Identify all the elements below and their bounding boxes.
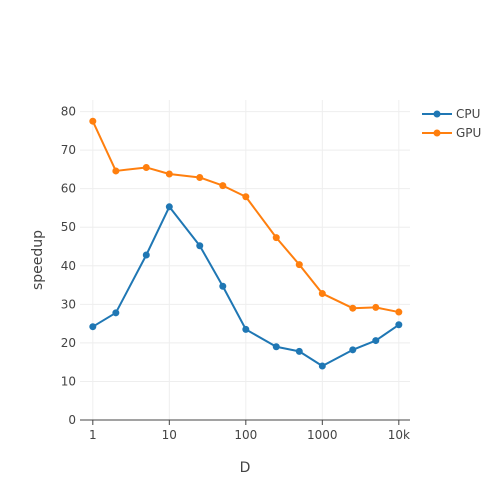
- y-tick-label: 60: [61, 182, 76, 196]
- x-tick-label: 10k: [388, 428, 410, 442]
- grid: [80, 100, 410, 420]
- y-tick-label: 40: [61, 259, 76, 273]
- x-axis-title: D: [240, 460, 251, 476]
- data-point-gpu: [165, 170, 173, 178]
- y-tick-label: 70: [61, 143, 76, 157]
- data-point-cpu: [112, 309, 120, 317]
- legend-marker-gpu: [433, 129, 441, 137]
- data-point-cpu: [196, 242, 204, 250]
- data-point-cpu: [165, 203, 173, 211]
- x-tick-label: 1: [89, 428, 97, 442]
- y-tick-label: 10: [61, 374, 76, 388]
- data-point-gpu: [142, 163, 150, 171]
- data-point-cpu: [318, 362, 326, 370]
- x-tick-label: 10: [162, 428, 177, 442]
- data-point-gpu: [89, 117, 97, 125]
- data-point-gpu: [272, 234, 280, 242]
- data-point-gpu: [242, 193, 250, 201]
- legend-label-gpu: GPU: [456, 126, 481, 140]
- data-point-cpu: [395, 321, 403, 329]
- legend-item-gpu[interactable]: GPU: [422, 126, 481, 140]
- data-point-cpu: [349, 346, 357, 354]
- data-point-gpu: [395, 308, 403, 316]
- data-point-cpu: [219, 282, 227, 290]
- data-point-cpu: [372, 337, 380, 345]
- data-point-gpu: [295, 261, 303, 269]
- legend-item-cpu[interactable]: CPU: [422, 107, 480, 121]
- x-tick-label: 100: [234, 428, 257, 442]
- series-gpu: [89, 117, 403, 316]
- data-point-cpu: [89, 323, 97, 331]
- data-point-cpu: [142, 251, 150, 259]
- data-point-gpu: [372, 303, 380, 311]
- y-axis-title: speedup: [30, 230, 46, 290]
- legend[interactable]: CPU GPU: [422, 107, 481, 140]
- y-tick-label: 20: [61, 336, 76, 350]
- y-tick-label: 80: [61, 105, 76, 119]
- data-point-cpu: [295, 347, 303, 355]
- data-point-gpu: [349, 304, 357, 312]
- legend-marker-cpu: [433, 110, 441, 118]
- legend-label-cpu: CPU: [456, 107, 480, 121]
- y-axis-ticks: 0 10 20 30 40 50 60 70 80: [61, 105, 76, 427]
- data-point-cpu: [272, 343, 280, 351]
- data-point-gpu: [196, 173, 204, 181]
- x-tick-label: 1000: [307, 428, 338, 442]
- data-point-gpu: [318, 290, 326, 298]
- data-point-gpu: [112, 167, 120, 175]
- y-tick-label: 30: [61, 297, 76, 311]
- series: [89, 117, 403, 370]
- data-point-cpu: [242, 325, 250, 333]
- y-tick-label: 50: [61, 220, 76, 234]
- data-point-gpu: [219, 182, 227, 190]
- x-axis-ticks: 1 10 100 1000 10k: [89, 420, 410, 442]
- y-tick-label: 0: [68, 413, 76, 427]
- series-cpu: [89, 203, 403, 370]
